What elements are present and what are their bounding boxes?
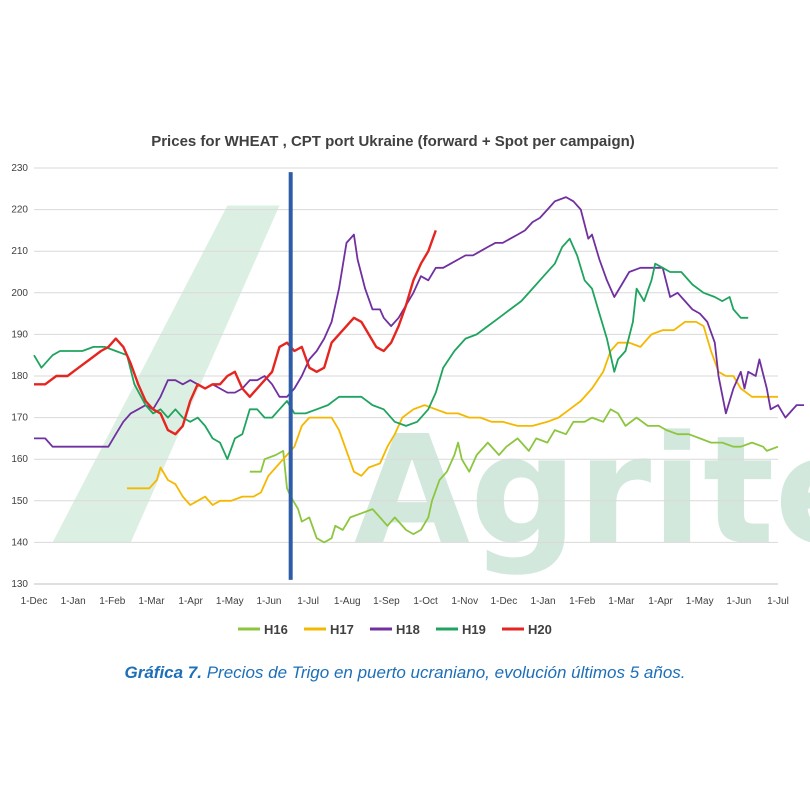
caption-text: Precios de Trigo en puerto ucraniano, ev… (201, 663, 686, 682)
caption-label: Gráfica 7. (124, 663, 202, 682)
x-tick-label: 1-Jul (767, 596, 789, 607)
x-tick-label: 1-Nov (451, 596, 478, 607)
y-tick-label: 170 (11, 413, 28, 424)
series-line-h20 (34, 229, 437, 436)
chart-area: Agritel 130 140 150 160 170 180 190 200 210 220 230… (0, 120, 810, 650)
x-tick-label: 1-Jul (297, 596, 319, 607)
x-tick-label: 1-Jun (726, 596, 751, 607)
series-line-h16 (249, 408, 779, 544)
legend-label-h20: H20 (528, 622, 552, 637)
x-tick-label: 1-Oct (413, 596, 438, 607)
x-tick-label: 1-May (216, 596, 244, 607)
line-chart: Agritel 130 140 150 160 170 180 190 200 210 220 230… (11, 163, 810, 637)
legend-label-h16: H16 (264, 622, 288, 637)
figure-caption: Gráfica 7. Precios de Trigo en puerto uc… (0, 663, 810, 683)
x-tick-label: 1-Feb (569, 596, 596, 607)
x-tick-label: 1-Mar (138, 596, 165, 607)
series-line-h17 (127, 321, 778, 506)
y-tick-label: 180 (11, 371, 28, 382)
y-tick-label: 230 (11, 163, 28, 174)
watermark-logo: Agritel (354, 404, 810, 578)
y-tick-label: 220 (11, 205, 28, 216)
x-tick-label: 1-Feb (99, 596, 126, 607)
chart-title: Prices for WHEAT , CPT port Ukraine (for… (151, 133, 635, 150)
x-tick-label: 1-Mar (608, 596, 635, 607)
y-tick-label: 150 (11, 496, 28, 507)
y-tick-label: 210 (11, 246, 28, 257)
y-tick-label: 140 (11, 537, 28, 548)
y-tick-label: 130 (11, 579, 28, 590)
legend-label-h17: H17 (330, 622, 354, 637)
x-tick-label: 1-May (686, 596, 714, 607)
x-tick-label: 1-Apr (178, 596, 203, 607)
x-tick-label: 1-Aug (334, 596, 361, 607)
y-tick-label: 200 (11, 288, 28, 299)
y-tick-label: 190 (11, 329, 28, 340)
legend-label-h18: H18 (396, 622, 420, 637)
x-tick-label: 1-Apr (648, 596, 673, 607)
x-tick-label: 1-Dec (21, 596, 48, 607)
legend-label-h19: H19 (462, 622, 486, 637)
series-line-h18 (34, 196, 804, 448)
x-tick-label: 1-Sep (373, 596, 400, 607)
x-tick-label: 1-Jan (61, 596, 86, 607)
x-tick-label: 1-Jun (256, 596, 281, 607)
series-line-h19 (33, 237, 749, 461)
x-tick-label: 1-Jan (531, 596, 556, 607)
watermark-slash (52, 205, 280, 543)
x-tick-label: 1-Dec (491, 596, 518, 607)
y-tick-label: 160 (11, 454, 28, 465)
